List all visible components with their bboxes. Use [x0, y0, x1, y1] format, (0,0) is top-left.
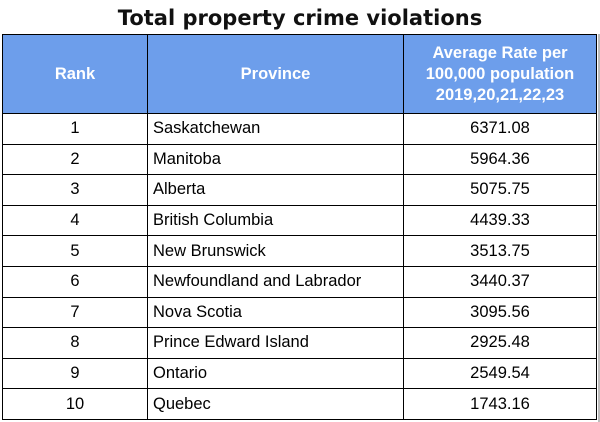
rank-cell: 4 — [2, 204, 148, 237]
table-row: 6 Newfoundland and Labrador 3440.37 — [2, 265, 597, 298]
rank-cell: 8 — [2, 327, 148, 359]
table-row: 2 Manitoba 5964.36 — [2, 143, 597, 176]
province-cell: Quebec — [147, 388, 404, 420]
rank-cell: 6 — [2, 265, 148, 298]
rate-cell: 1743.16 — [403, 388, 597, 420]
rank-cell: 7 — [2, 296, 148, 329]
rate-cell: 2549.54 — [403, 357, 597, 390]
province-cell: Prince Edward Island — [147, 327, 404, 359]
column-header-rate-line: 100,000 population — [425, 64, 575, 83]
crime-ranking-table: Rank Province Average Rate per 100,000 p… — [2, 34, 597, 420]
province-cell: British Columbia — [147, 204, 404, 237]
table-row: 1 Saskatchewan 6371.08 — [2, 113, 597, 145]
rank-cell: 1 — [2, 113, 148, 145]
rank-cell: 9 — [2, 357, 148, 390]
header-row: Rank Province Average Rate per 100,000 p… — [2, 34, 597, 114]
table-header: Rank Province Average Rate per 100,000 p… — [2, 34, 597, 114]
province-cell: Newfoundland and Labrador — [147, 265, 404, 298]
column-header-rate-line: Average Rate per — [432, 43, 568, 62]
column-header-rate-line: 2019,20,21,22,23 — [435, 85, 565, 104]
table-row: 3 Alberta 5075.75 — [2, 174, 597, 206]
table-row: 5 New Brunswick 3513.75 — [2, 235, 597, 267]
table-row: 7 Nova Scotia 3095.56 — [2, 296, 597, 329]
rate-cell: 3513.75 — [403, 235, 597, 267]
column-header-province: Province — [147, 34, 404, 114]
table-title: Total property crime violations — [117, 6, 483, 30]
rate-cell: 3440.37 — [403, 265, 597, 298]
table-row: 9 Ontario 2549.54 — [2, 357, 597, 390]
table-row: 4 British Columbia 4439.33 — [2, 204, 597, 237]
rate-cell: 5075.75 — [403, 174, 597, 206]
rate-cell: 6371.08 — [403, 113, 597, 145]
column-header-rate: Average Rate per 100,000 population 2019… — [403, 34, 597, 114]
table-body: 1 Saskatchewan 6371.08 2 Manitoba 5964.3… — [2, 113, 597, 420]
rate-cell: 3095.56 — [403, 296, 597, 329]
table-row: 8 Prince Edward Island 2925.48 — [2, 327, 597, 359]
rate-cell: 5964.36 — [403, 143, 597, 176]
rank-cell: 3 — [2, 174, 148, 206]
column-header-rank: Rank — [2, 34, 148, 114]
province-cell: Saskatchewan — [147, 113, 404, 145]
province-cell: Manitoba — [147, 143, 404, 176]
table-row: 10 Quebec 1743.16 — [2, 388, 597, 420]
rank-cell: 5 — [2, 235, 148, 267]
scroll-edge-divider — [598, 34, 600, 422]
rank-cell: 2 — [2, 143, 148, 176]
province-cell: Alberta — [147, 174, 404, 206]
rate-cell: 4439.33 — [403, 204, 597, 237]
province-cell: New Brunswick — [147, 235, 404, 267]
province-cell: Nova Scotia — [147, 296, 404, 329]
rank-cell: 10 — [2, 388, 148, 420]
province-cell: Ontario — [147, 357, 404, 390]
rate-cell: 2925.48 — [403, 327, 597, 359]
